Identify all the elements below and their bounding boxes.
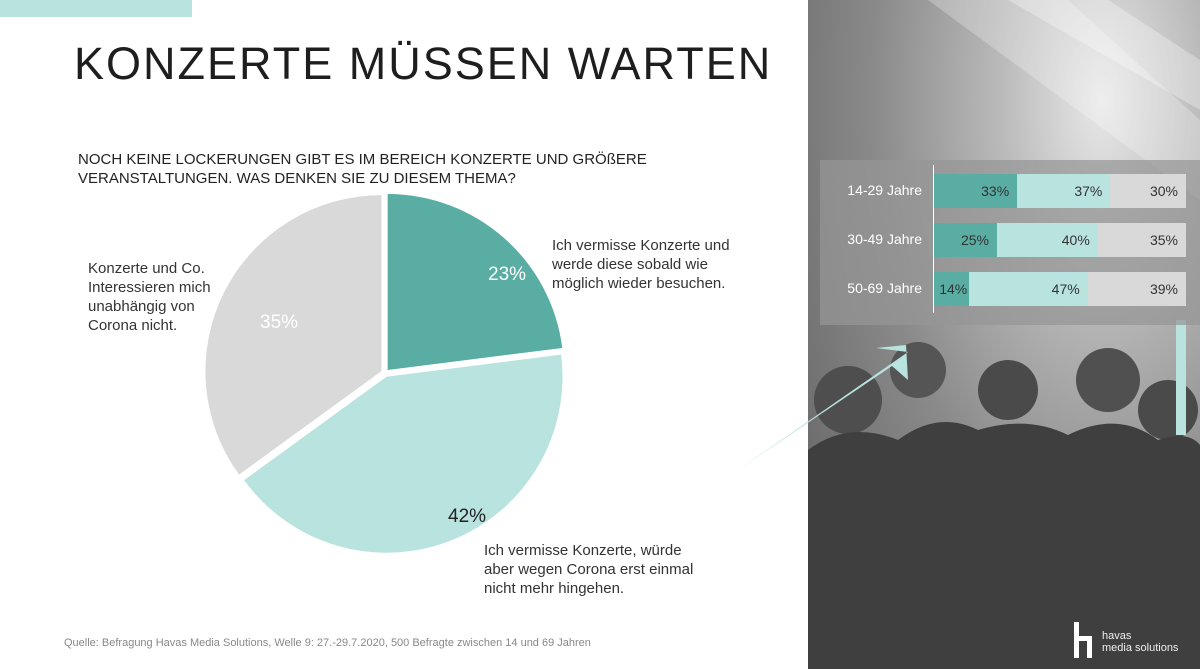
question-line-2: VERANSTALTUNGEN. WAS DENKEN SIE ZU DIESE… (78, 170, 516, 187)
pie-slice-description: Ich vermisse Konzerte, würde aber wegen C… (484, 541, 693, 598)
crowd-silhouette (808, 0, 1200, 669)
survey-question: NOCH KEINE LOCKERUNGEN GIBT ES IM BEREIC… (78, 150, 738, 188)
description-line: Interessieren mich (88, 279, 211, 296)
pie-slice (387, 193, 563, 370)
description-line: unabhängig von (88, 298, 195, 315)
pie-percent-label: 35% (260, 312, 299, 333)
pie-chart (205, 193, 563, 553)
logo-line-2: media solutions (1102, 642, 1179, 654)
bar-segment: 35% (1097, 223, 1186, 257)
havas-logo-mark (1074, 622, 1092, 658)
bar-segment: 14% (934, 272, 970, 306)
pie-slice-description: Konzerte und Co. Interessieren mich unabhä… (88, 259, 211, 335)
bar-axis-line (933, 165, 934, 313)
question-line-1: NOCH KEINE LOCKERUNGEN GIBT ES IM BEREIC… (78, 151, 647, 168)
description-line: Ich vermisse Konzerte und (552, 237, 730, 254)
logo-line-1: havas (1102, 630, 1132, 642)
havas-logo-text: havas media solutions (1102, 630, 1178, 654)
description-line: Konzerte und Co. (88, 260, 205, 277)
pie-percent-label: 23% (488, 264, 527, 285)
pie-slice (244, 354, 563, 553)
source-note: Quelle: Befragung Havas Media Solutions,… (64, 637, 591, 649)
bar-segment: 33% (934, 174, 1018, 208)
bar-segment: 37% (1017, 174, 1111, 208)
description-line: nicht mehr hingehen. (484, 580, 625, 597)
description-line: aber wegen Corona erst einmal (484, 561, 694, 578)
pie-slice-description: Ich vermisse Konzerte und werde diese sob… (552, 236, 730, 293)
concert-photo (808, 0, 1200, 669)
age-group-label: 50-69 Jahre (847, 280, 922, 296)
accent-bar (0, 0, 192, 17)
description-line: möglich wieder besuchen. (552, 275, 726, 292)
pie-slice (205, 195, 382, 475)
description-line: Ich vermisse Konzerte, würde (484, 542, 682, 559)
bar-segment: 40% (997, 223, 1098, 257)
bar-segment: 30% (1110, 174, 1186, 208)
bar-segment: 47% (969, 272, 1088, 306)
havas-logo: havas media solutions (1074, 622, 1199, 662)
bar-segment: 39% (1087, 272, 1186, 306)
bar-segment: 25% (934, 223, 997, 257)
description-line: Corona nicht. (88, 317, 178, 334)
age-group-label: 14-29 Jahre (847, 182, 922, 198)
page-title: KONZERTE MÜSSEN WARTEN (74, 38, 773, 89)
age-group-label: 30-49 Jahre (847, 231, 922, 247)
pie-percent-label: 42% (448, 506, 487, 527)
description-line: werde diese sobald wie (552, 256, 708, 273)
